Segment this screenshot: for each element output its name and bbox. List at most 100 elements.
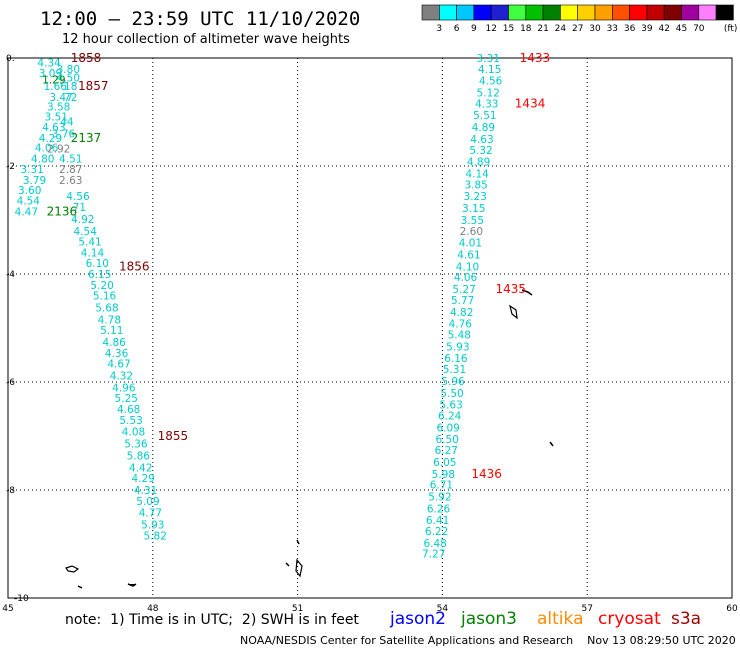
wave-height-label: 4.89 [472,122,495,134]
wave-height-label: 6.41 [426,515,449,527]
colorbar-tick-label: 36 [624,24,636,34]
colorbar-swatch [594,4,613,21]
wave-height-label: 5.82 [144,530,167,542]
wave-height-label: 4.29 [39,133,62,145]
wave-height-label: 6.22 [425,526,448,538]
wave-height-label: 2.92 [47,144,70,156]
wave-height-label: 4.06 [35,143,59,155]
colorbar-tick-label: 9 [471,24,477,34]
time-label: 1435 [495,282,526,296]
legend-cryosat: cryosat [598,609,661,629]
wave-height-label: 4.56 [479,76,503,88]
time-label: 1857 [78,79,109,93]
wave-height-label: 18 [64,81,77,93]
wave-height-label: 4.77 [139,508,162,520]
wave-height-label: 4.34 [37,57,61,69]
wave-height-label: 4.15 [478,64,501,76]
y-tick-label: -6 [6,378,15,388]
colorbar-swatch [629,4,648,21]
axis-ticks: 45 48 51 54 57 60 0. -2 -4 -6 -8 -10 [2,54,738,614]
wave-height-label: 4.76 [449,319,473,331]
x-tick-label: 60 [726,604,738,614]
colorbar-tick-label: 39 [641,24,653,34]
colorbar-tick-label: 15 [503,24,514,34]
wave-height-label: 5.36 [124,439,148,451]
colorbar-tick-label: 21 [537,24,548,34]
wave-height-label: 4.54 [17,196,41,208]
wave-height-label: 4.14 [81,247,105,259]
wave-height-label: 5.32 [469,145,492,157]
wave-height-label: 4.42 [129,462,152,474]
wave-height-label: 5.86 [127,450,151,462]
y-tick-label: -4 [6,270,15,280]
colorbar-swatch [681,4,700,21]
time-label: 1433 [520,51,551,65]
wave-height-label: 1.29 [42,75,65,87]
y-tick-label: 0. [6,54,15,64]
wave-height-label: 4.31 [134,485,157,497]
colorbar-swatch [438,4,457,21]
wave-height-label: 6.09 [436,422,459,434]
time-label: 1856 [119,259,150,273]
footer-credit: NOAA/NESDIS Center for Satellite Applica… [240,634,736,647]
colorbar-swatch [611,4,630,21]
wave-height-label: 2.87 [59,164,82,176]
colorbar-swatch [542,4,561,21]
plot-frame [7,57,733,599]
colorbar-swatch [646,4,665,21]
wave-height-label: 4.29 [131,473,154,485]
colorbar: 3 6 9 12 15 18 21 24 27 30 33 36 39 42 45 70 (ft) [421,4,737,34]
wave-height-label: 5.50 [440,388,463,400]
colorbar-tick-label: 33 [607,24,618,34]
colorbar-tick-label: 24 [555,24,567,34]
wave-height-label: 6.27 [435,445,458,457]
wave-height-label: 6.16 [444,353,468,365]
wave-height-label: 3.15 [462,203,485,215]
coastline [65,289,554,589]
wave-height-label: 44 [60,117,74,129]
colorbar-swatch [473,4,492,21]
colorbar-tick-label: 6 [454,24,460,34]
wave-height-label: 72 [64,92,77,104]
legend-jason3: jason3 [461,609,517,629]
y-tick-label: -10 [14,594,29,604]
wave-height-label: 5.16 [93,291,117,303]
wave-height-label: 5.20 [90,280,113,292]
colorbar-swatch [577,4,596,21]
wave-height-label: 3.85 [464,179,487,191]
wave-height-label: 5.68 [95,302,118,314]
wave-height-label: 4.80 [31,153,54,165]
wave-height-label: 4.32 [110,371,133,383]
colorbar-tick-label: 27 [572,24,583,34]
wave-height-label: 4.14 [465,169,489,181]
wave-height-label: 3.76 [52,129,76,141]
wave-height-label: 6.05 [433,457,456,469]
wave-height-label: 4.78 [98,314,121,326]
wave-height-label: 4.36 [105,348,129,360]
wave-height-label: 4.63 [42,122,65,134]
time-label: 1855 [158,429,189,443]
wave-height-label: 5.98 [432,469,455,481]
wave-height-label: 4.86 [102,337,126,349]
wave-height-label: 5.25 [115,393,138,405]
data-points: 4.343.093.804.501.66183.47723.583.51444.… [15,53,503,561]
wave-height-label: 1.66 [44,81,68,93]
wave-height-label: 4.51 [59,153,82,165]
x-tick-label: 57 [581,604,592,614]
wave-height-label: 4.08 [122,427,145,439]
colorbar-swatch [490,4,509,21]
legend-jason2: jason2 [390,609,446,629]
colorbar-swatch [560,4,579,21]
y-tick-label: -8 [6,486,15,496]
colorbar-tick-label: 3 [436,24,442,34]
wave-height-label: 5.31 [443,364,466,376]
wave-height-label: 5.11 [100,325,123,337]
colorbar-tick-label: 70 [693,24,705,34]
wave-height-label: 4.33 [475,98,498,110]
wave-height-label: 3.09 [39,68,62,80]
chart-subtitle: 12 hour collection of altimeter wave hei… [62,32,350,47]
wave-height-label: 4.67 [107,359,130,371]
wave-height-label: 3.55 [461,215,484,227]
wave-height-label: 3.31 [477,53,500,65]
